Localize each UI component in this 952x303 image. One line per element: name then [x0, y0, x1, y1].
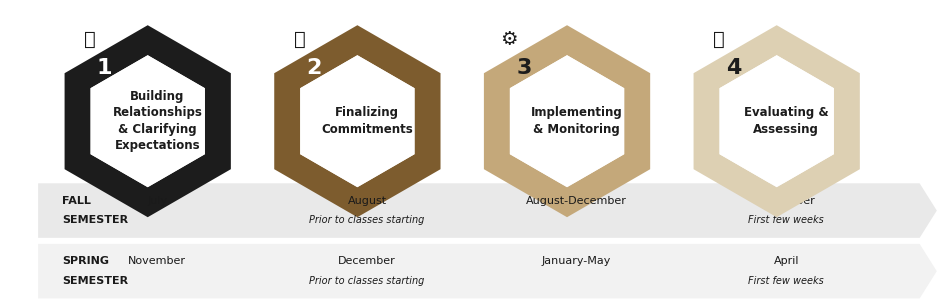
Text: Evaluating &
Assessing: Evaluating & Assessing — [744, 106, 827, 136]
Text: First few weeks: First few weeks — [747, 276, 823, 286]
Text: ⚙️: ⚙️ — [500, 30, 518, 49]
PathPatch shape — [65, 25, 230, 217]
Text: Implementing
& Monitoring: Implementing & Monitoring — [530, 106, 622, 136]
PathPatch shape — [693, 25, 859, 217]
Text: 💡: 💡 — [712, 30, 724, 49]
Text: Building
Relationships
& Clarifying
Expectations: Building Relationships & Clarifying Expe… — [112, 90, 202, 152]
Text: 4: 4 — [725, 58, 741, 78]
Text: 2: 2 — [307, 58, 322, 78]
Text: SEMESTER: SEMESTER — [62, 215, 128, 225]
Text: Finalizing
Commitments: Finalizing Commitments — [321, 106, 412, 136]
Text: July: July — [148, 196, 168, 206]
PathPatch shape — [484, 25, 649, 217]
Polygon shape — [38, 244, 936, 298]
Polygon shape — [509, 55, 624, 187]
Text: Prior to classes starting: Prior to classes starting — [309, 215, 425, 225]
Text: December: December — [757, 196, 814, 206]
Text: August: August — [347, 196, 387, 206]
Polygon shape — [719, 55, 833, 187]
Text: August-December: August-December — [526, 196, 626, 206]
Text: First few weeks: First few weeks — [747, 215, 823, 225]
Polygon shape — [300, 55, 414, 187]
Polygon shape — [90, 55, 205, 187]
Text: 📋: 📋 — [293, 30, 306, 49]
Text: 3: 3 — [516, 58, 531, 78]
Text: 1: 1 — [97, 58, 112, 78]
Text: FALL: FALL — [62, 196, 90, 206]
Text: November: November — [129, 256, 187, 266]
Text: Prior to classes starting: Prior to classes starting — [309, 276, 425, 286]
Polygon shape — [38, 183, 936, 238]
Text: December: December — [338, 256, 395, 266]
Text: January-May: January-May — [542, 256, 610, 266]
Text: SEMESTER: SEMESTER — [62, 276, 128, 286]
Text: SPRING: SPRING — [62, 256, 109, 266]
Text: 🤝: 🤝 — [84, 30, 96, 49]
Text: April: April — [773, 256, 798, 266]
PathPatch shape — [274, 25, 440, 217]
